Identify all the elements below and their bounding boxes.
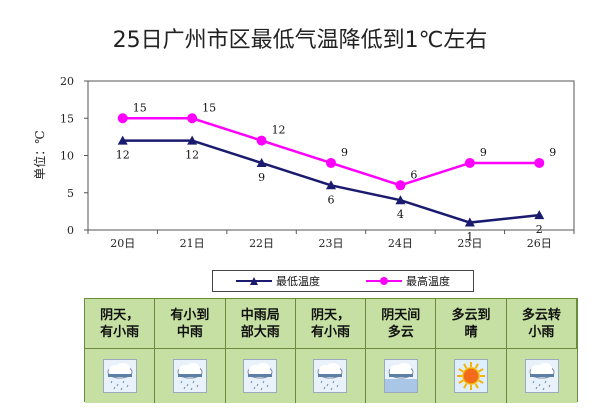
x-tick-label: 22日 bbox=[249, 237, 274, 250]
cloud-rain-icon bbox=[243, 359, 278, 393]
y-tick-label: 0 bbox=[67, 224, 74, 237]
legend-label-low: 最低温度 bbox=[276, 275, 320, 288]
data-label-high: 9 bbox=[480, 146, 487, 159]
data-label-high: 9 bbox=[549, 146, 556, 159]
forecast-table: 阴天， 有小雨 有小到 中雨 中雨局 部大雨 阴天， 有小雨 阴天间 多云 多云… bbox=[84, 298, 578, 403]
legend-item-low: 最低温度 bbox=[236, 273, 320, 289]
y-tick-label: 5 bbox=[67, 187, 74, 200]
data-point-high bbox=[256, 135, 267, 146]
forecast-icon-cell-2 bbox=[225, 349, 296, 403]
x-tick-label: 23日 bbox=[319, 237, 344, 250]
cloud-rain-icon bbox=[172, 359, 207, 393]
chart-title: 25日广州市区最低气温降低到1℃左右 bbox=[112, 28, 488, 53]
data-point-high bbox=[326, 157, 336, 168]
data-point-high bbox=[464, 157, 475, 168]
data-label-high: 15 bbox=[133, 101, 147, 114]
legend-line-low bbox=[236, 276, 272, 286]
data-point-low bbox=[464, 217, 475, 227]
forecast-icon-cell-3 bbox=[295, 349, 367, 403]
y-axis-label: 单位：℃ bbox=[32, 130, 47, 179]
x-tick-label: 24日 bbox=[388, 237, 413, 250]
y-tick-label: 10 bbox=[60, 150, 74, 163]
data-point-high bbox=[117, 113, 128, 124]
data-label-high: 9 bbox=[341, 146, 348, 159]
forecast-text-2: 中雨局 部大雨 bbox=[225, 299, 296, 349]
x-tick-label: 20日 bbox=[110, 237, 135, 250]
data-point-high bbox=[187, 113, 198, 124]
forecast-text-1: 有小到 中雨 bbox=[155, 299, 226, 349]
cloud-rain-icon bbox=[102, 359, 137, 393]
forecast-icon-cell-6 bbox=[506, 349, 577, 403]
sun-icon bbox=[454, 359, 489, 393]
x-tick-label: 21日 bbox=[180, 237, 205, 250]
cloud-rain-icon bbox=[524, 359, 559, 393]
y-tick-label: 20 bbox=[60, 75, 74, 88]
data-point-low bbox=[187, 135, 198, 145]
x-tick-label: 25日 bbox=[457, 237, 482, 250]
forecast-text-6: 多云转 小雨 bbox=[506, 299, 577, 349]
forecast-icon-cell-4 bbox=[366, 349, 437, 403]
plot-area bbox=[87, 80, 575, 231]
data-label-low: 4 bbox=[397, 208, 404, 221]
data-label-low: 2 bbox=[536, 223, 543, 236]
data-label-high: 12 bbox=[272, 124, 286, 137]
data-point-low bbox=[395, 195, 406, 205]
data-label-low: 12 bbox=[185, 149, 199, 162]
forecast-text-0: 阴天， 有小雨 bbox=[85, 299, 156, 349]
data-point-low bbox=[534, 210, 545, 220]
chart-legend: 最低温度 最高温度 bbox=[212, 270, 474, 292]
forecast-icon-cell-5 bbox=[436, 349, 507, 403]
data-point-high bbox=[534, 157, 545, 168]
data-label-low: 6 bbox=[328, 193, 335, 206]
data-point-low bbox=[256, 157, 267, 167]
data-label-low: 1 bbox=[466, 231, 473, 244]
data-label-high: 15 bbox=[202, 101, 216, 114]
data-point-high bbox=[395, 180, 406, 191]
y-tick-label: 15 bbox=[60, 112, 74, 125]
data-label-low: 9 bbox=[258, 171, 265, 184]
legend-line-high bbox=[366, 276, 402, 286]
forecast-text-3: 阴天， 有小雨 bbox=[295, 299, 367, 349]
forecast-text-5: 多云到 晴 bbox=[436, 299, 507, 349]
legend-item-high: 最高温度 bbox=[366, 273, 450, 289]
legend-label-high: 最高温度 bbox=[406, 275, 450, 288]
forecast-text-4: 阴天间 多云 bbox=[366, 299, 437, 349]
forecast-icon-cell-0 bbox=[85, 349, 156, 403]
x-tick-label: 26日 bbox=[527, 237, 552, 250]
data-label-low: 12 bbox=[116, 149, 130, 162]
cloud-rain-icon bbox=[313, 359, 348, 393]
forecast-icon-cell-1 bbox=[155, 349, 226, 403]
data-point-low bbox=[117, 135, 128, 145]
data-point-low bbox=[326, 180, 336, 190]
cloud-icon bbox=[383, 359, 418, 393]
data-label-high: 6 bbox=[410, 168, 417, 181]
